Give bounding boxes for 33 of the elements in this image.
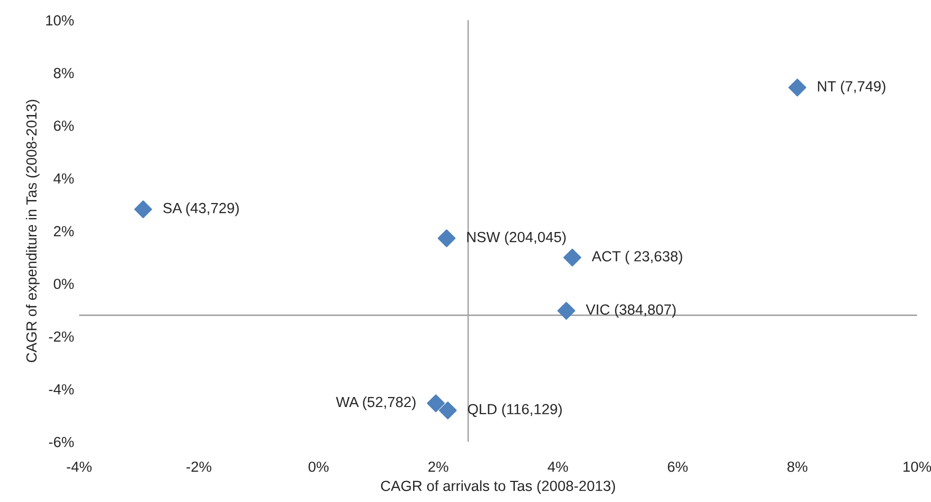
- annotation: ACT ( 23,638): [592, 250, 682, 264]
- x-axis-title: CAGR of arrivals to Tas (2008-2013): [381, 480, 615, 494]
- annotation: NT (7,749): [818, 80, 886, 94]
- y-tick-label: -4%: [48, 384, 74, 394]
- x-tick-label: -2%: [186, 462, 212, 472]
- x-tick-label: 0%: [308, 462, 329, 472]
- annotation: NSW (204,045): [467, 232, 566, 246]
- x-tick-label: 2%: [428, 462, 448, 472]
- y-tick-label: 6%: [54, 120, 74, 131]
- y-tick-label: 4%: [54, 173, 74, 184]
- point: [438, 401, 457, 420]
- y-tick-label: 0%: [54, 278, 74, 290]
- point: [788, 78, 806, 96]
- annotation: VIC (384,807): [586, 304, 676, 318]
- point: [557, 302, 576, 320]
- x-tick-label: 4%: [548, 462, 568, 472]
- point: [426, 394, 445, 412]
- point: [438, 229, 456, 248]
- y-tick-label: 2%: [54, 226, 74, 236]
- y-tick-label: 10%: [46, 15, 74, 26]
- y-tick-label: -2%: [48, 331, 74, 342]
- point: [563, 248, 582, 266]
- x-tick-label: 10%: [904, 462, 931, 472]
- point: [134, 200, 152, 218]
- y-tick-label: -6%: [48, 436, 74, 448]
- annotation: SA (43,729): [163, 202, 239, 216]
- x-tick-label: 8%: [787, 462, 808, 472]
- annotation: QLD (116,129): [468, 404, 562, 418]
- x-tick-label: -4%: [66, 462, 92, 472]
- x-tick-label: 6%: [668, 462, 688, 472]
- y-axis-title: CAGR of expenditure in Tas (2008-2013): [26, 100, 40, 362]
- annotation: WA (52,782): [336, 396, 416, 410]
- y-tick-label: 8%: [54, 68, 74, 78]
